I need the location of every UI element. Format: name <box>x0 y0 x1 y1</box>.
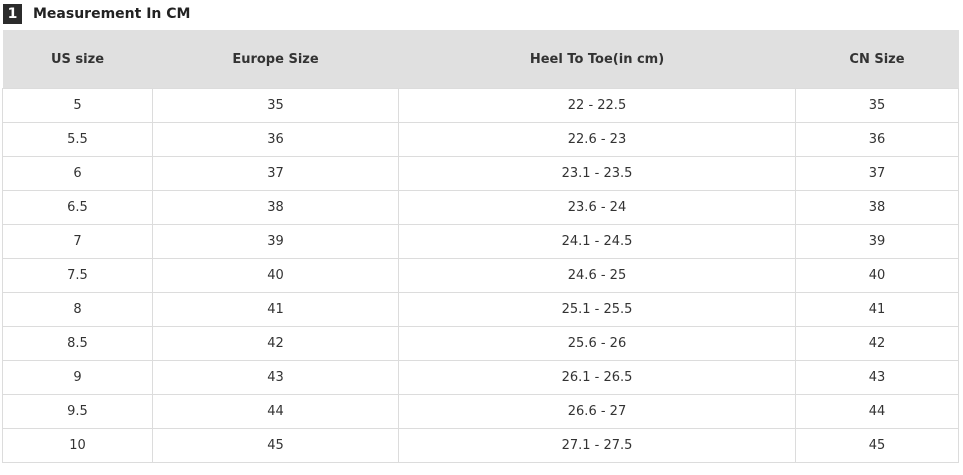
table-row: 8 41 25.1 - 25.5 41 <box>2 292 959 327</box>
table-cell: 37 <box>152 156 399 191</box>
section-heading: 1 Measurement In CM <box>3 4 190 24</box>
table-row: 6.5 38 23.6 - 24 38 <box>2 190 959 225</box>
table-cell: 8 <box>2 292 153 327</box>
column-header: US size <box>2 30 153 89</box>
table-cell: 36 <box>152 122 399 157</box>
table-cell: 7 <box>2 224 153 259</box>
table-cell: 25.6 - 26 <box>398 326 796 361</box>
table-cell: 27.1 - 27.5 <box>398 428 796 463</box>
table-row: 7 39 24.1 - 24.5 39 <box>2 224 959 259</box>
table-cell: 39 <box>152 224 399 259</box>
table-cell: 43 <box>152 360 399 395</box>
column-header: CN Size <box>795 30 959 89</box>
table-cell: 9 <box>2 360 153 395</box>
table-cell: 7.5 <box>2 258 153 293</box>
table-cell: 5.5 <box>2 122 153 157</box>
table-cell: 8.5 <box>2 326 153 361</box>
table-cell: 44 <box>152 394 399 429</box>
table-cell: 26.6 - 27 <box>398 394 796 429</box>
table-cell: 42 <box>152 326 399 361</box>
table-cell: 35 <box>152 88 399 123</box>
table-cell: 40 <box>152 258 399 293</box>
table-cell: 22 - 22.5 <box>398 88 796 123</box>
table-cell: 39 <box>795 224 959 259</box>
table-row: 9 43 26.1 - 26.5 43 <box>2 360 959 395</box>
table-row: 9.5 44 26.6 - 27 44 <box>2 394 959 429</box>
table-cell: 41 <box>795 292 959 327</box>
section-title: Measurement In CM <box>33 6 191 22</box>
table-row: 5 35 22 - 22.5 35 <box>2 88 959 123</box>
table-cell: 26.1 - 26.5 <box>398 360 796 395</box>
table-cell: 36 <box>795 122 959 157</box>
table-cell: 24.1 - 24.5 <box>398 224 796 259</box>
table-cell: 6.5 <box>2 190 153 225</box>
table-cell: 24.6 - 25 <box>398 258 796 293</box>
table-cell: 38 <box>795 190 959 225</box>
table-cell: 25.1 - 25.5 <box>398 292 796 327</box>
table-cell: 23.1 - 23.5 <box>398 156 796 191</box>
table-cell: 43 <box>795 360 959 395</box>
table-row: 8.5 42 25.6 - 26 42 <box>2 326 959 361</box>
table-cell: 23.6 - 24 <box>398 190 796 225</box>
table-cell: 10 <box>2 428 153 463</box>
table-cell: 41 <box>152 292 399 327</box>
table-cell: 45 <box>795 428 959 463</box>
table-cell: 42 <box>795 326 959 361</box>
table-cell: 45 <box>152 428 399 463</box>
section-number-badge: 1 <box>3 4 22 24</box>
table-cell: 9.5 <box>2 394 153 429</box>
table-row: 6 37 23.1 - 23.5 37 <box>2 156 959 191</box>
table-row: 5.5 36 22.6 - 23 36 <box>2 122 959 157</box>
table-cell: 22.6 - 23 <box>398 122 796 157</box>
column-header: Europe Size <box>152 30 399 89</box>
table-cell: 38 <box>152 190 399 225</box>
table-cell: 6 <box>2 156 153 191</box>
table-row: 7.5 40 24.6 - 25 40 <box>2 258 959 293</box>
table-cell: 37 <box>795 156 959 191</box>
table-cell: 44 <box>795 394 959 429</box>
table-cell: 35 <box>795 88 959 123</box>
table-header-row: US size Europe Size Heel To Toe(in cm) CN S… <box>2 30 959 89</box>
table-row: 10 45 27.1 - 27.5 45 <box>2 428 959 463</box>
size-chart-table: US size Europe Size Heel To Toe(in cm) CN S… <box>2 30 959 463</box>
column-header: Heel To Toe(in cm) <box>398 30 796 89</box>
table-cell: 40 <box>795 258 959 293</box>
table-cell: 5 <box>2 88 153 123</box>
